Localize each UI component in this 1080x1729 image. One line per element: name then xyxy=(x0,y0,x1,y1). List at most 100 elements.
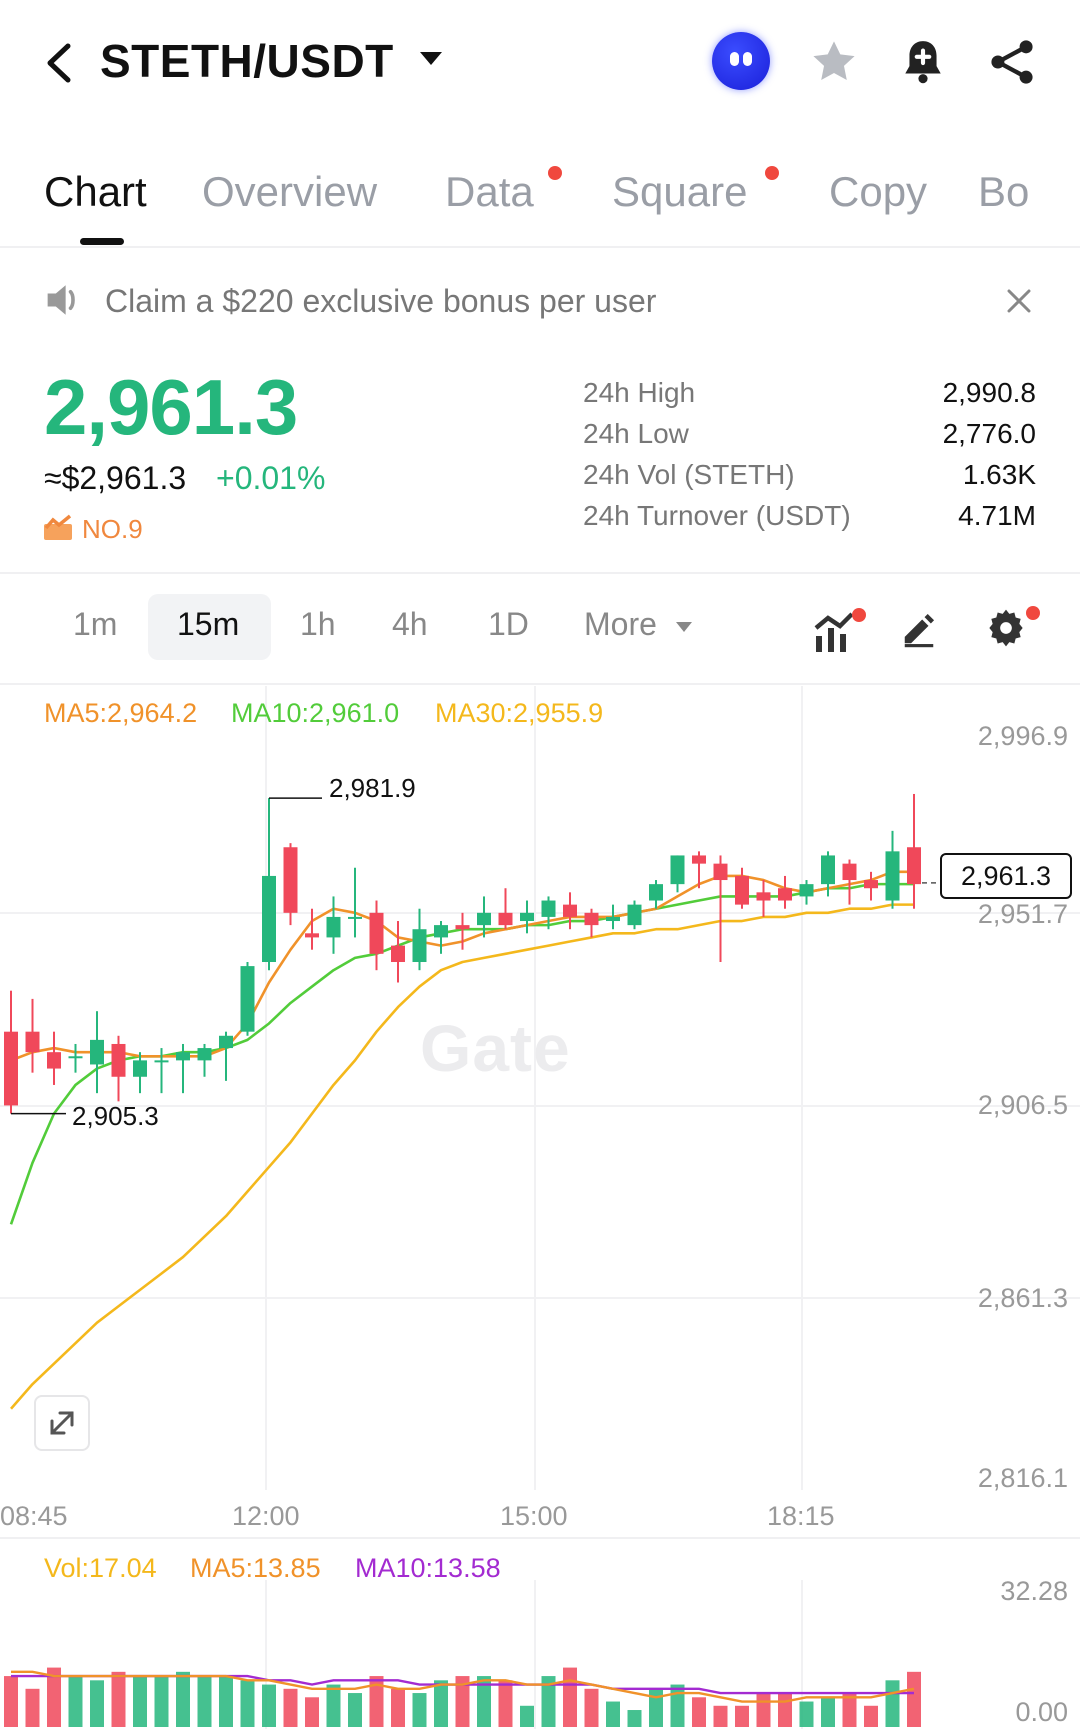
candlestick-chart[interactable] xyxy=(0,686,1080,1729)
volume-ma5-legend: MA5:13.85 xyxy=(190,1553,321,1583)
rank-chart-icon xyxy=(44,514,72,540)
stat-value-24h-high: 2,990.8 xyxy=(942,377,1036,408)
volume-ma10-legend: MA10:13.58 xyxy=(355,1553,501,1583)
volume-axis-label: 32.28 xyxy=(1000,1576,1068,1606)
volume-bar xyxy=(434,1680,448,1727)
ma5-legend: MA5:2,964.2 xyxy=(44,698,198,728)
tab-chart[interactable]: Chart xyxy=(44,168,147,215)
candle-body xyxy=(606,916,620,922)
candle-body xyxy=(391,945,405,963)
volume-bar xyxy=(670,1684,685,1727)
chart-grid xyxy=(0,686,1080,1729)
last-price-marker: 2,961.3 xyxy=(940,853,1072,899)
tab-bots[interactable]: Bo xyxy=(978,168,1030,215)
volume-bar xyxy=(25,1688,40,1727)
candle-body xyxy=(842,863,857,881)
timeframe-1d[interactable]: 1D xyxy=(488,606,529,642)
close-icon[interactable] xyxy=(1006,288,1032,314)
time-axis-label: 12:00 xyxy=(232,1501,300,1531)
tab-square[interactable]: Square xyxy=(612,168,748,215)
active-timeframe-bg xyxy=(148,594,271,660)
candle-body xyxy=(369,912,384,954)
caret-down-icon[interactable] xyxy=(420,52,442,65)
divider xyxy=(0,572,1080,574)
back-arrow-icon[interactable] xyxy=(40,38,80,88)
volume-bar xyxy=(176,1671,190,1727)
candle-body xyxy=(305,933,319,938)
candle-body xyxy=(326,916,341,938)
settings-gear-icon[interactable] xyxy=(986,608,1026,648)
tab-square-notification-dot xyxy=(765,166,779,180)
volume-bar xyxy=(498,1680,513,1727)
caret-down-icon[interactable] xyxy=(676,622,692,632)
volume-bar xyxy=(326,1684,341,1727)
candle-body xyxy=(498,912,513,926)
candle-body xyxy=(885,851,900,901)
expand-fullscreen-button[interactable] xyxy=(34,1395,90,1451)
rank-badge: NO.9 xyxy=(82,514,143,544)
candle-body xyxy=(219,1035,233,1049)
tab-overview[interactable]: Overview xyxy=(202,168,378,215)
expand-icon xyxy=(50,1411,74,1435)
candle-body xyxy=(283,847,298,913)
pair-title[interactable]: STETH/USDT xyxy=(100,35,394,87)
star-icon[interactable] xyxy=(808,36,860,88)
indicator-icon[interactable] xyxy=(812,608,860,652)
candle-body xyxy=(756,892,771,901)
ma30-legend: MA30:2,955.9 xyxy=(435,698,604,728)
candle-body xyxy=(520,912,534,922)
vol_ma5-line xyxy=(11,1670,915,1703)
volume-bar xyxy=(283,1688,298,1727)
volume-bar xyxy=(412,1693,427,1727)
volume-bar xyxy=(799,1701,814,1727)
share-icon[interactable] xyxy=(986,36,1038,88)
volume-bar xyxy=(68,1676,83,1727)
time-axis-label: 08:45 xyxy=(0,1501,68,1531)
timeframe-15m[interactable]: 15m xyxy=(177,606,240,642)
timeframe-1h[interactable]: 1h xyxy=(300,606,336,642)
tab-copy[interactable]: Copy xyxy=(829,168,928,215)
ma-lines xyxy=(9,870,914,1410)
bell-plus-icon[interactable] xyxy=(898,36,948,88)
candle-body xyxy=(240,966,255,1032)
volume-bar xyxy=(455,1676,470,1727)
candle-body xyxy=(692,855,706,864)
ma30-line xyxy=(10,903,914,1410)
tab-data[interactable]: Data xyxy=(445,168,534,215)
candle-body xyxy=(713,863,728,881)
ma10-legend: MA10:2,961.0 xyxy=(231,698,400,728)
volume-bar xyxy=(391,1688,405,1727)
volume-bar xyxy=(842,1693,857,1727)
volume-bars xyxy=(4,1667,921,1727)
watermark-logo: Gate xyxy=(420,1011,571,1085)
timeframe-more[interactable]: More xyxy=(584,606,657,642)
volume-bar xyxy=(348,1693,362,1727)
volume-bar xyxy=(369,1676,384,1727)
volume-bar xyxy=(821,1697,835,1727)
volume-bar xyxy=(154,1676,169,1727)
mascot-icon[interactable] xyxy=(712,32,770,90)
candles xyxy=(4,793,921,1114)
settings-notification-dot xyxy=(1026,606,1040,620)
timeframe-4h[interactable]: 4h xyxy=(392,606,428,642)
stat-label-24h-vol: 24h Vol (STETH) xyxy=(583,459,795,490)
candle-body xyxy=(154,1060,169,1063)
volume-bar xyxy=(885,1680,900,1727)
volume-bar xyxy=(90,1680,104,1727)
promo-banner-text[interactable]: Claim a $220 exclusive bonus per user xyxy=(105,283,657,319)
candle-body xyxy=(670,855,685,885)
volume-bar xyxy=(305,1697,319,1727)
volume-bar xyxy=(713,1705,728,1727)
volume-bar xyxy=(907,1671,921,1727)
timeframe-1m[interactable]: 1m xyxy=(73,606,118,642)
volume-ma-lines xyxy=(11,1670,915,1703)
price-change-percent: +0.01% xyxy=(216,460,326,496)
volume-bar xyxy=(133,1676,147,1727)
candle-body xyxy=(864,880,878,889)
candle-body xyxy=(111,1043,126,1077)
stat-label-24h-turnover: 24h Turnover (USDT) xyxy=(583,500,851,531)
candle-body xyxy=(90,1039,104,1065)
volume-bar xyxy=(541,1676,556,1727)
annotation-lines xyxy=(11,797,940,1115)
draw-pen-icon[interactable] xyxy=(900,610,938,648)
